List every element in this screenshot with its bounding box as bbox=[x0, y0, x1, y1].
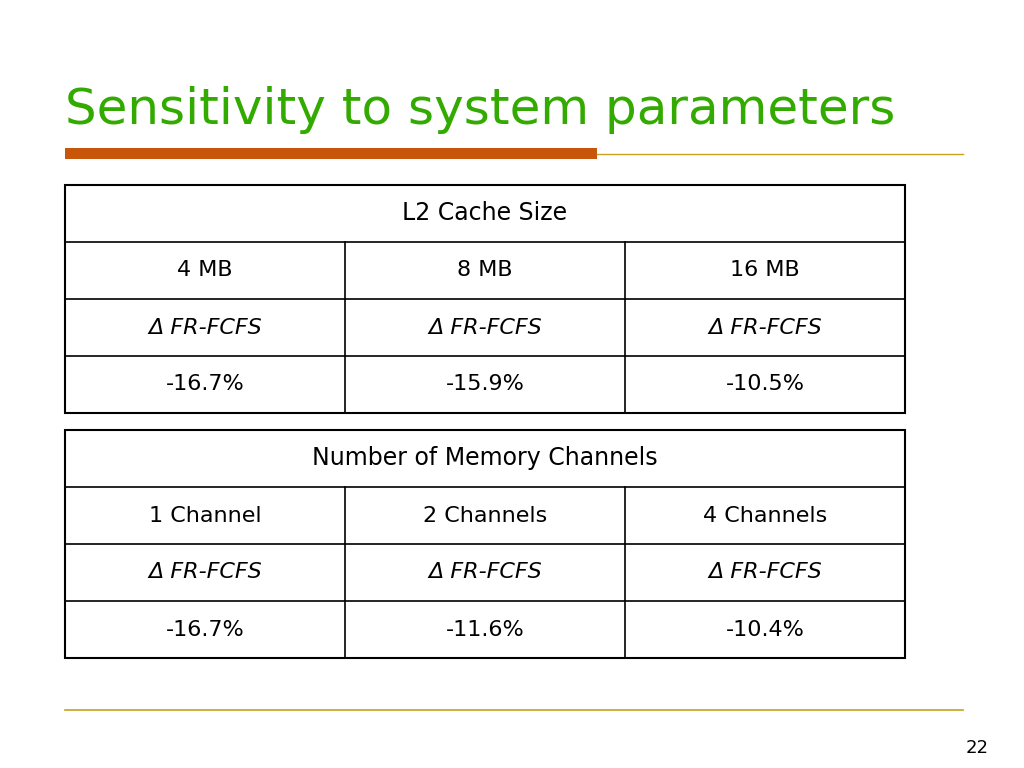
Text: L2 Cache Size: L2 Cache Size bbox=[402, 201, 567, 226]
Text: 4 Channels: 4 Channels bbox=[702, 505, 827, 525]
Text: Δ FR-FCFS: Δ FR-FCFS bbox=[428, 562, 542, 582]
Text: Δ FR-FCFS: Δ FR-FCFS bbox=[428, 317, 542, 337]
Text: 16 MB: 16 MB bbox=[730, 260, 800, 280]
Text: 4 MB: 4 MB bbox=[177, 260, 232, 280]
Text: Δ FR-FCFS: Δ FR-FCFS bbox=[709, 562, 822, 582]
Text: Number of Memory Channels: Number of Memory Channels bbox=[312, 446, 657, 471]
Bar bbox=[65, 185, 905, 413]
Text: 1 Channel: 1 Channel bbox=[148, 505, 261, 525]
Bar bbox=[65, 148, 597, 159]
Text: 22: 22 bbox=[966, 739, 988, 757]
Text: Δ FR-FCFS: Δ FR-FCFS bbox=[148, 562, 262, 582]
Text: 8 MB: 8 MB bbox=[457, 260, 513, 280]
Text: Sensitivity to system parameters: Sensitivity to system parameters bbox=[65, 86, 895, 134]
Bar bbox=[65, 430, 905, 658]
Text: Δ FR-FCFS: Δ FR-FCFS bbox=[148, 317, 262, 337]
Text: -16.7%: -16.7% bbox=[166, 375, 245, 395]
Text: 2 Channels: 2 Channels bbox=[423, 505, 547, 525]
Text: -15.9%: -15.9% bbox=[445, 375, 524, 395]
Text: -10.5%: -10.5% bbox=[725, 375, 805, 395]
Text: Δ FR-FCFS: Δ FR-FCFS bbox=[709, 317, 822, 337]
Text: -16.7%: -16.7% bbox=[166, 620, 245, 640]
Text: -11.6%: -11.6% bbox=[445, 620, 524, 640]
Text: -10.4%: -10.4% bbox=[726, 620, 805, 640]
